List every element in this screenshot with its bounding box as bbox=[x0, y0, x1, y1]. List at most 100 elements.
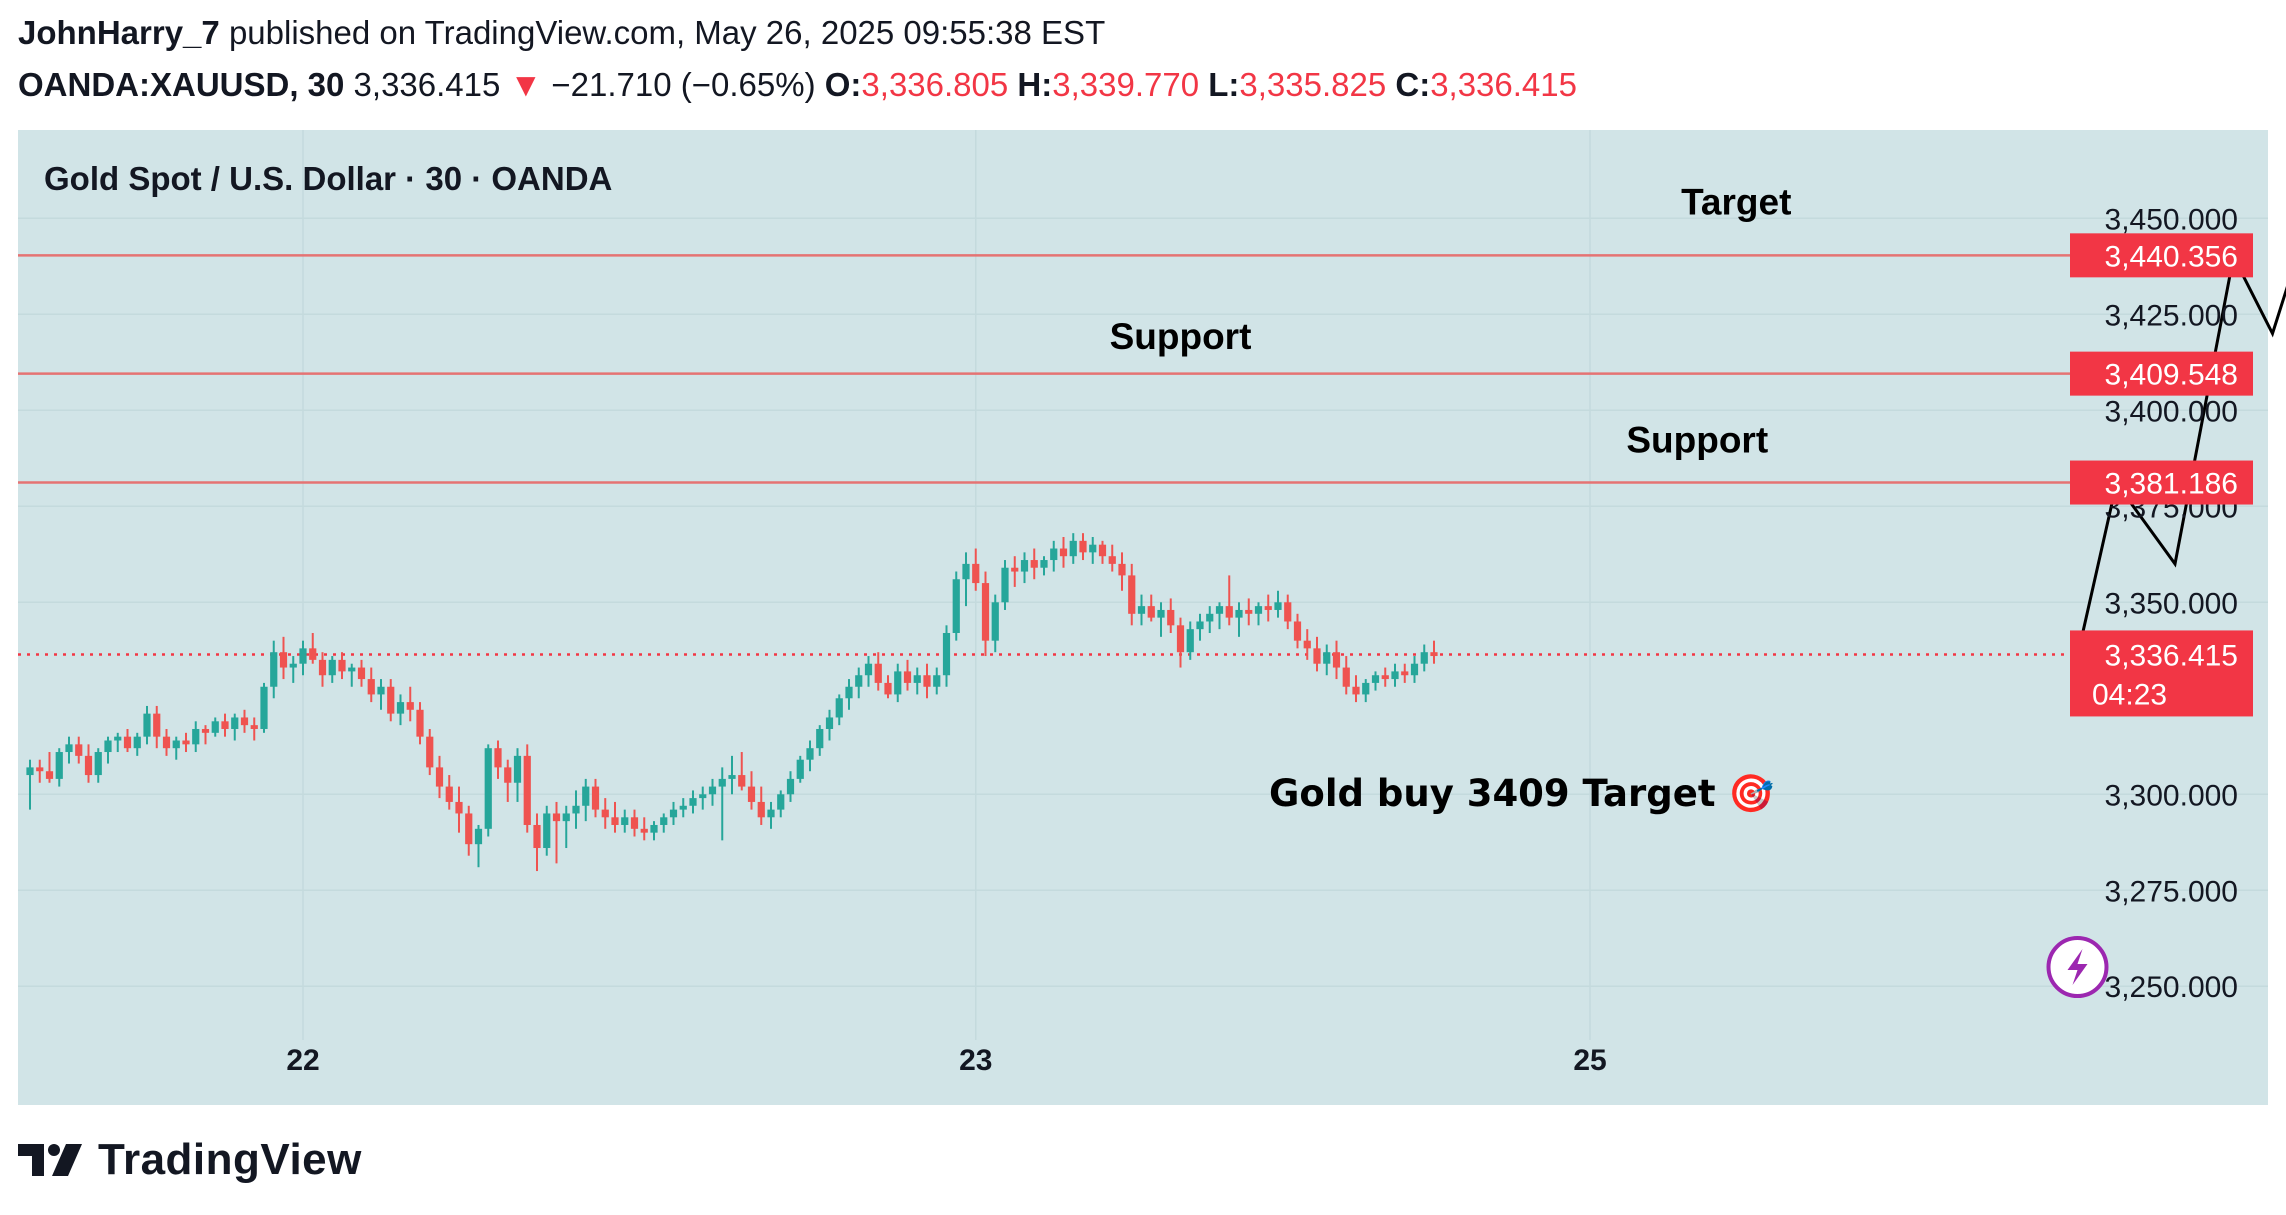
candle-body bbox=[1284, 602, 1292, 622]
candle-body bbox=[114, 736, 122, 741]
candle bbox=[825, 709, 834, 741]
candle bbox=[162, 728, 171, 756]
candle-body bbox=[816, 728, 824, 749]
current-price-label: 3,336.415 bbox=[2105, 639, 2238, 672]
candle bbox=[309, 632, 317, 664]
candle-body bbox=[952, 579, 960, 633]
candle bbox=[65, 736, 73, 764]
candle bbox=[1225, 575, 1233, 626]
candle bbox=[572, 790, 580, 829]
candle bbox=[621, 809, 629, 833]
candle bbox=[903, 659, 912, 691]
candle-body bbox=[396, 702, 405, 714]
candle-body bbox=[699, 794, 707, 799]
candle bbox=[1284, 594, 1292, 630]
candle bbox=[240, 709, 249, 733]
candle-body bbox=[182, 740, 190, 745]
candle-body bbox=[884, 682, 892, 695]
candle-body bbox=[465, 813, 473, 845]
candle-body bbox=[494, 748, 502, 768]
candle-body bbox=[260, 686, 268, 729]
candle bbox=[1040, 556, 1048, 576]
footer-brand[interactable]: TradingView bbox=[18, 1135, 362, 1185]
candle-body bbox=[1303, 640, 1311, 649]
candle-body bbox=[474, 828, 483, 845]
time-tick-label: 23 bbox=[959, 1044, 992, 1077]
price-tick-label: 3,425.000 bbox=[2105, 299, 2238, 332]
candle bbox=[455, 786, 463, 833]
candle-body bbox=[1371, 675, 1380, 683]
candle-body bbox=[1245, 609, 1253, 614]
ticker-symbol[interactable]: OANDA:XAUUSD, 30 bbox=[18, 66, 345, 103]
candle bbox=[913, 667, 921, 695]
candle bbox=[143, 705, 151, 745]
candle-body bbox=[270, 652, 278, 687]
candle bbox=[279, 636, 288, 680]
candle-body bbox=[533, 824, 541, 849]
candle bbox=[1079, 533, 1087, 561]
candle bbox=[289, 656, 297, 683]
candle-body bbox=[1098, 544, 1107, 557]
candle-body bbox=[962, 563, 970, 580]
price-axis: 3,450.0003,425.0003,400.0003,375.0003,35… bbox=[2070, 203, 2253, 1004]
candle bbox=[1196, 613, 1204, 641]
candle-body bbox=[1401, 671, 1409, 676]
candle-body bbox=[591, 786, 600, 810]
candle-body bbox=[426, 736, 434, 768]
candle-body bbox=[1206, 613, 1214, 622]
current-price-badge bbox=[2070, 630, 2253, 717]
candle-body bbox=[1342, 667, 1350, 687]
chart-area[interactable] bbox=[18, 130, 2268, 1105]
candle-body bbox=[153, 713, 161, 737]
candle-body bbox=[650, 824, 658, 833]
candle-body bbox=[1381, 675, 1389, 680]
candle-body bbox=[513, 755, 522, 783]
candle bbox=[591, 778, 600, 818]
price-tick-label: 3,350.000 bbox=[2105, 587, 2238, 620]
candle-body bbox=[348, 667, 356, 672]
candle-body bbox=[36, 767, 44, 772]
candle-body bbox=[1089, 544, 1097, 553]
candle-body bbox=[75, 744, 83, 756]
candle-body bbox=[582, 786, 590, 806]
candle bbox=[1215, 602, 1224, 630]
candle bbox=[738, 752, 746, 791]
candle bbox=[504, 759, 512, 802]
event-icons bbox=[2046, 936, 2109, 999]
candle-body bbox=[1128, 575, 1136, 614]
candle bbox=[1381, 667, 1389, 687]
candle-body bbox=[367, 679, 375, 695]
candle-body bbox=[972, 563, 980, 584]
candle bbox=[1323, 644, 1331, 676]
candle-body bbox=[1030, 560, 1038, 568]
candle bbox=[533, 813, 541, 872]
footer-brand-text: TradingView bbox=[98, 1135, 362, 1184]
candle bbox=[84, 744, 93, 783]
candle bbox=[26, 759, 34, 810]
candle bbox=[260, 682, 268, 733]
candle bbox=[201, 725, 210, 745]
candle bbox=[406, 686, 414, 722]
candle bbox=[465, 805, 473, 856]
candle-body bbox=[279, 652, 288, 668]
publisher-user[interactable]: JohnHarry_7 bbox=[18, 14, 220, 51]
candle-body bbox=[84, 755, 93, 776]
candle-body bbox=[162, 736, 171, 749]
candle-body bbox=[1001, 567, 1009, 603]
candle bbox=[270, 640, 278, 699]
candle bbox=[1264, 594, 1272, 622]
candle bbox=[1352, 675, 1360, 703]
ticker-change: −21.710 (−0.65%) bbox=[551, 66, 816, 103]
candle-body bbox=[221, 721, 229, 729]
candle-body bbox=[1293, 621, 1302, 641]
candle-body bbox=[747, 786, 756, 802]
candle-body bbox=[406, 702, 414, 710]
candle bbox=[1059, 537, 1068, 568]
candle bbox=[94, 748, 102, 783]
candle-body bbox=[1225, 606, 1233, 618]
chart-title: Gold Spot / U.S. Dollar · 30 · OANDA bbox=[44, 160, 613, 197]
candle-body bbox=[562, 813, 570, 822]
candle bbox=[942, 625, 951, 687]
candle-body bbox=[231, 717, 239, 729]
